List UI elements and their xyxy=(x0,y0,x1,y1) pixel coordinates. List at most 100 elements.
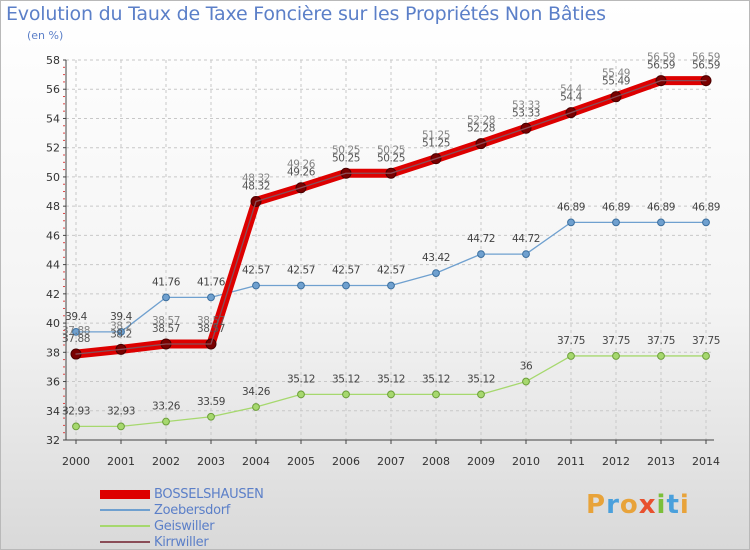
y-tick-label: 38 xyxy=(46,346,60,359)
data-label-zoebersdorf: 39.4 xyxy=(65,311,87,323)
data-label-bosselshausen: 38.57 xyxy=(152,323,180,335)
data-label-kirrwiller: 56.59 xyxy=(647,52,675,64)
data-label-zoebersdorf: 42.57 xyxy=(287,265,315,277)
legend-item-bosselshausen[interactable]: BOSSELSHAUSEN xyxy=(100,486,264,502)
data-point-zoebersdorf xyxy=(342,281,350,290)
data-point-zoebersdorf xyxy=(567,218,575,227)
data-label-zoebersdorf: 44.72 xyxy=(512,233,540,245)
data-label-geiswiller: 32.93 xyxy=(62,405,90,417)
data-label-bosselshausen: 48.32 xyxy=(242,180,270,192)
x-tick-label: 2005 xyxy=(287,455,315,468)
data-label-kirrwiller: 38.57 xyxy=(152,315,180,327)
data-label-kirrwiller: 55.49 xyxy=(602,68,630,80)
y-tick-label: 54 xyxy=(46,112,60,125)
y-tick-label: 48 xyxy=(46,200,60,213)
data-label-bosselshausen: 54.4 xyxy=(560,92,582,104)
data-label-kirrwiller: 38.2 xyxy=(110,320,132,332)
logo-letter: o xyxy=(619,490,639,520)
x-tick-label: 2013 xyxy=(647,455,675,468)
y-tick-label: 40 xyxy=(46,317,60,330)
data-point-geiswiller xyxy=(432,390,440,399)
data-label-geiswiller: 35.12 xyxy=(422,373,450,385)
logo-letter: i xyxy=(656,490,667,520)
data-label-bosselshausen: 55.49 xyxy=(602,76,630,88)
data-label-zoebersdorf: 42.57 xyxy=(242,265,270,277)
y-tick-label: 36 xyxy=(46,376,60,389)
data-point-geiswiller xyxy=(297,390,305,399)
data-label-bosselshausen: 52.28 xyxy=(467,123,495,135)
x-tick-label: 2003 xyxy=(197,455,225,468)
data-point-zoebersdorf xyxy=(477,250,485,258)
legend-label-kirrwiller: Kirrwiller xyxy=(154,534,209,550)
data-label-geiswiller: 36 xyxy=(520,361,533,373)
data-point-zoebersdorf xyxy=(702,218,710,227)
x-tick-label: 2008 xyxy=(422,455,450,468)
series-line-kirrwiller xyxy=(75,79,707,355)
logo-letter: x xyxy=(638,490,657,520)
x-tick-label: 2011 xyxy=(557,455,585,468)
data-label-bosselshausen: 49.26 xyxy=(287,167,316,179)
legend-item-kirrwiller[interactable]: Kirrwiller xyxy=(100,534,264,550)
data-label-zoebersdorf: 46.89 xyxy=(602,201,630,213)
data-point-zoebersdorf xyxy=(612,218,620,227)
data-label-bosselshausen: 37.88 xyxy=(62,333,90,345)
data-label-geiswiller: 33.59 xyxy=(197,396,225,408)
chart-subtitle: (en %) xyxy=(27,29,64,42)
x-tick-label: 2009 xyxy=(467,455,495,468)
data-point-geiswiller xyxy=(657,352,665,360)
data-label-geiswiller: 37.75 xyxy=(692,335,720,347)
data-label-bosselshausen: 50.25 xyxy=(332,152,360,164)
data-label-bosselshausen: 56.59 xyxy=(692,60,720,72)
data-label-bosselshausen: 53.33 xyxy=(512,107,540,119)
data-point-zoebersdorf xyxy=(207,293,215,302)
legend-swatch-geiswiller xyxy=(100,525,150,527)
data-label-zoebersdorf: 42.57 xyxy=(332,265,360,277)
data-label-zoebersdorf: 42.57 xyxy=(377,265,405,277)
data-label-bosselshausen: 38.57 xyxy=(197,323,225,335)
data-label-kirrwiller: 50.25 xyxy=(332,144,360,156)
data-label-geiswiller: 35.12 xyxy=(467,373,495,385)
data-label-kirrwiller: 50.25 xyxy=(377,144,405,156)
data-label-zoebersdorf: 46.89 xyxy=(557,201,585,213)
legend: BOSSELSHAUSEN Zoebersdorf Geiswiller Kir… xyxy=(100,486,264,550)
x-tick-label: 2012 xyxy=(602,455,630,468)
data-point-geiswiller xyxy=(702,352,710,360)
grid-layer xyxy=(66,59,714,441)
data-label-bosselshausen: 50.25 xyxy=(377,152,405,164)
data-point-zoebersdorf xyxy=(297,281,305,290)
legend-item-zoebersdorf[interactable]: Zoebersdorf xyxy=(100,502,264,518)
data-point-zoebersdorf xyxy=(387,281,395,290)
data-label-zoebersdorf: 46.89 xyxy=(692,201,720,213)
proxiti-logo: Proxiti xyxy=(586,490,690,520)
data-point-zoebersdorf xyxy=(162,293,170,302)
x-tick-label: 2004 xyxy=(242,455,270,468)
y-tick-label: 56 xyxy=(46,83,60,96)
x-tick-label: 2010 xyxy=(512,455,540,468)
y-tick-label: 32 xyxy=(46,434,60,447)
data-label-kirrwiller: 51.25 xyxy=(422,130,450,142)
chart-title: Evolution du Taux de Taxe Foncière sur l… xyxy=(6,3,606,25)
y-tick-label: 58 xyxy=(46,54,60,67)
data-label-geiswiller: 37.75 xyxy=(647,335,675,347)
y-tick-label: 46 xyxy=(46,229,60,242)
data-point-geiswiller xyxy=(72,422,80,431)
data-label-kirrwiller: 37.88 xyxy=(62,325,90,337)
legend-item-geiswiller[interactable]: Geiswiller xyxy=(100,518,264,534)
data-point-geiswiller xyxy=(387,390,395,399)
data-label-geiswiller: 33.26 xyxy=(152,401,181,413)
x-tick-label: 2007 xyxy=(377,455,405,468)
y-tick-label: 52 xyxy=(46,142,60,155)
data-label-geiswiller: 35.12 xyxy=(332,373,360,385)
data-point-geiswiller xyxy=(207,412,215,421)
x-tick-label: 2000 xyxy=(62,455,90,468)
data-point-geiswiller xyxy=(567,352,575,360)
data-point-zoebersdorf xyxy=(432,269,440,277)
data-label-geiswiller: 37.75 xyxy=(602,335,630,347)
data-point-zoebersdorf xyxy=(117,327,125,336)
data-point-zoebersdorf xyxy=(522,250,530,258)
legend-swatch-zoebersdorf xyxy=(100,509,150,511)
legend-swatch-bosselshausen xyxy=(100,489,150,499)
data-point-geiswiller xyxy=(162,417,170,426)
data-label-geiswiller: 32.93 xyxy=(107,405,135,417)
x-tick-label: 2001 xyxy=(107,455,135,468)
